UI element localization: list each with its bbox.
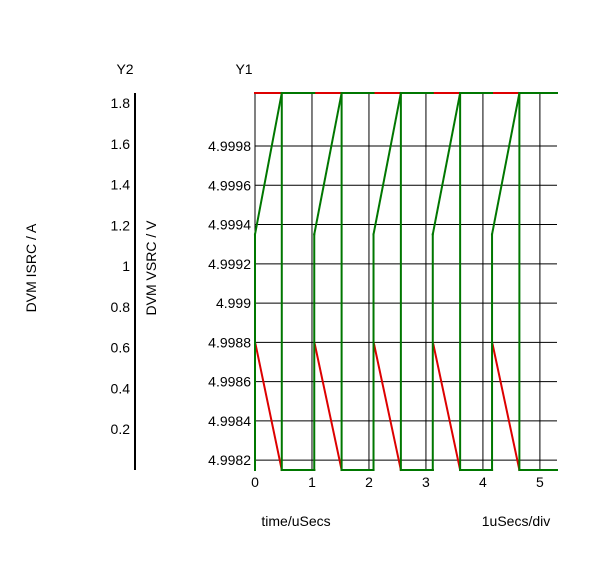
y2-tick-label: 0.6 <box>111 340 131 356</box>
y1-tick-label: 4.9998 <box>208 138 251 154</box>
y2-axis-name: Y2 <box>116 61 133 77</box>
y1-axis-name: Y1 <box>235 61 252 77</box>
labels: Y2 Y1 DVM ISRC / A DVM VSRC / V time/uSe… <box>23 61 550 529</box>
y2-tick-label: 0.8 <box>111 299 131 315</box>
grid <box>254 93 557 470</box>
x-tick-label: 1 <box>308 474 316 490</box>
y2-axis-label: DVM ISRC / A <box>23 223 39 312</box>
x-tick-label: 2 <box>365 474 373 490</box>
y2-tick-label: 1.4 <box>111 177 131 193</box>
series-segment <box>253 91 283 236</box>
x-scale-note: 1uSecs/div <box>482 513 550 529</box>
y2-tick-label: 0.2 <box>111 421 131 437</box>
y1-tick-label: 4.999 <box>216 295 251 311</box>
x-tick-label: 0 <box>251 474 259 490</box>
y1-tick-label: 4.9982 <box>208 452 251 468</box>
axes: 4.9982 4.9984 4.9986 4.9988 4.999 4.9992 4.999… <box>111 93 544 490</box>
y1-tick-label: 4.9986 <box>208 374 251 390</box>
y1-tick-label: 4.9992 <box>208 256 251 272</box>
series-segment <box>372 343 403 472</box>
x-tick-label: 5 <box>536 474 544 490</box>
series-1 <box>253 91 558 471</box>
series-segment <box>254 343 283 472</box>
series-segment <box>313 343 343 472</box>
series-segment <box>431 91 462 236</box>
series-segment <box>491 343 521 472</box>
series-segment <box>372 91 403 236</box>
y1-tick-label: 4.9996 <box>208 177 251 193</box>
x-tick-label: 4 <box>479 474 487 490</box>
x-tick-label: 3 <box>422 474 430 490</box>
y2-tick-label: 1 <box>122 258 130 274</box>
series-layer <box>253 91 558 472</box>
series-0 <box>254 92 558 472</box>
series-segment <box>313 91 343 236</box>
series-segment <box>432 343 462 472</box>
y2-tick-label: 1.8 <box>111 95 131 111</box>
y1-tick-label: 4.9988 <box>208 334 251 350</box>
y1-tick-label: 4.9984 <box>208 413 251 429</box>
y1-axis-label: DVM VSRC / V <box>143 220 159 316</box>
y1-tick-label: 4.9994 <box>208 217 251 233</box>
series-segment <box>490 91 521 236</box>
y2-tick-label: 1.6 <box>111 136 131 152</box>
y2-tick-label: 0.4 <box>111 380 131 396</box>
x-axis-label: time/uSecs <box>261 513 330 529</box>
y2-tick-label: 1.2 <box>111 217 131 233</box>
